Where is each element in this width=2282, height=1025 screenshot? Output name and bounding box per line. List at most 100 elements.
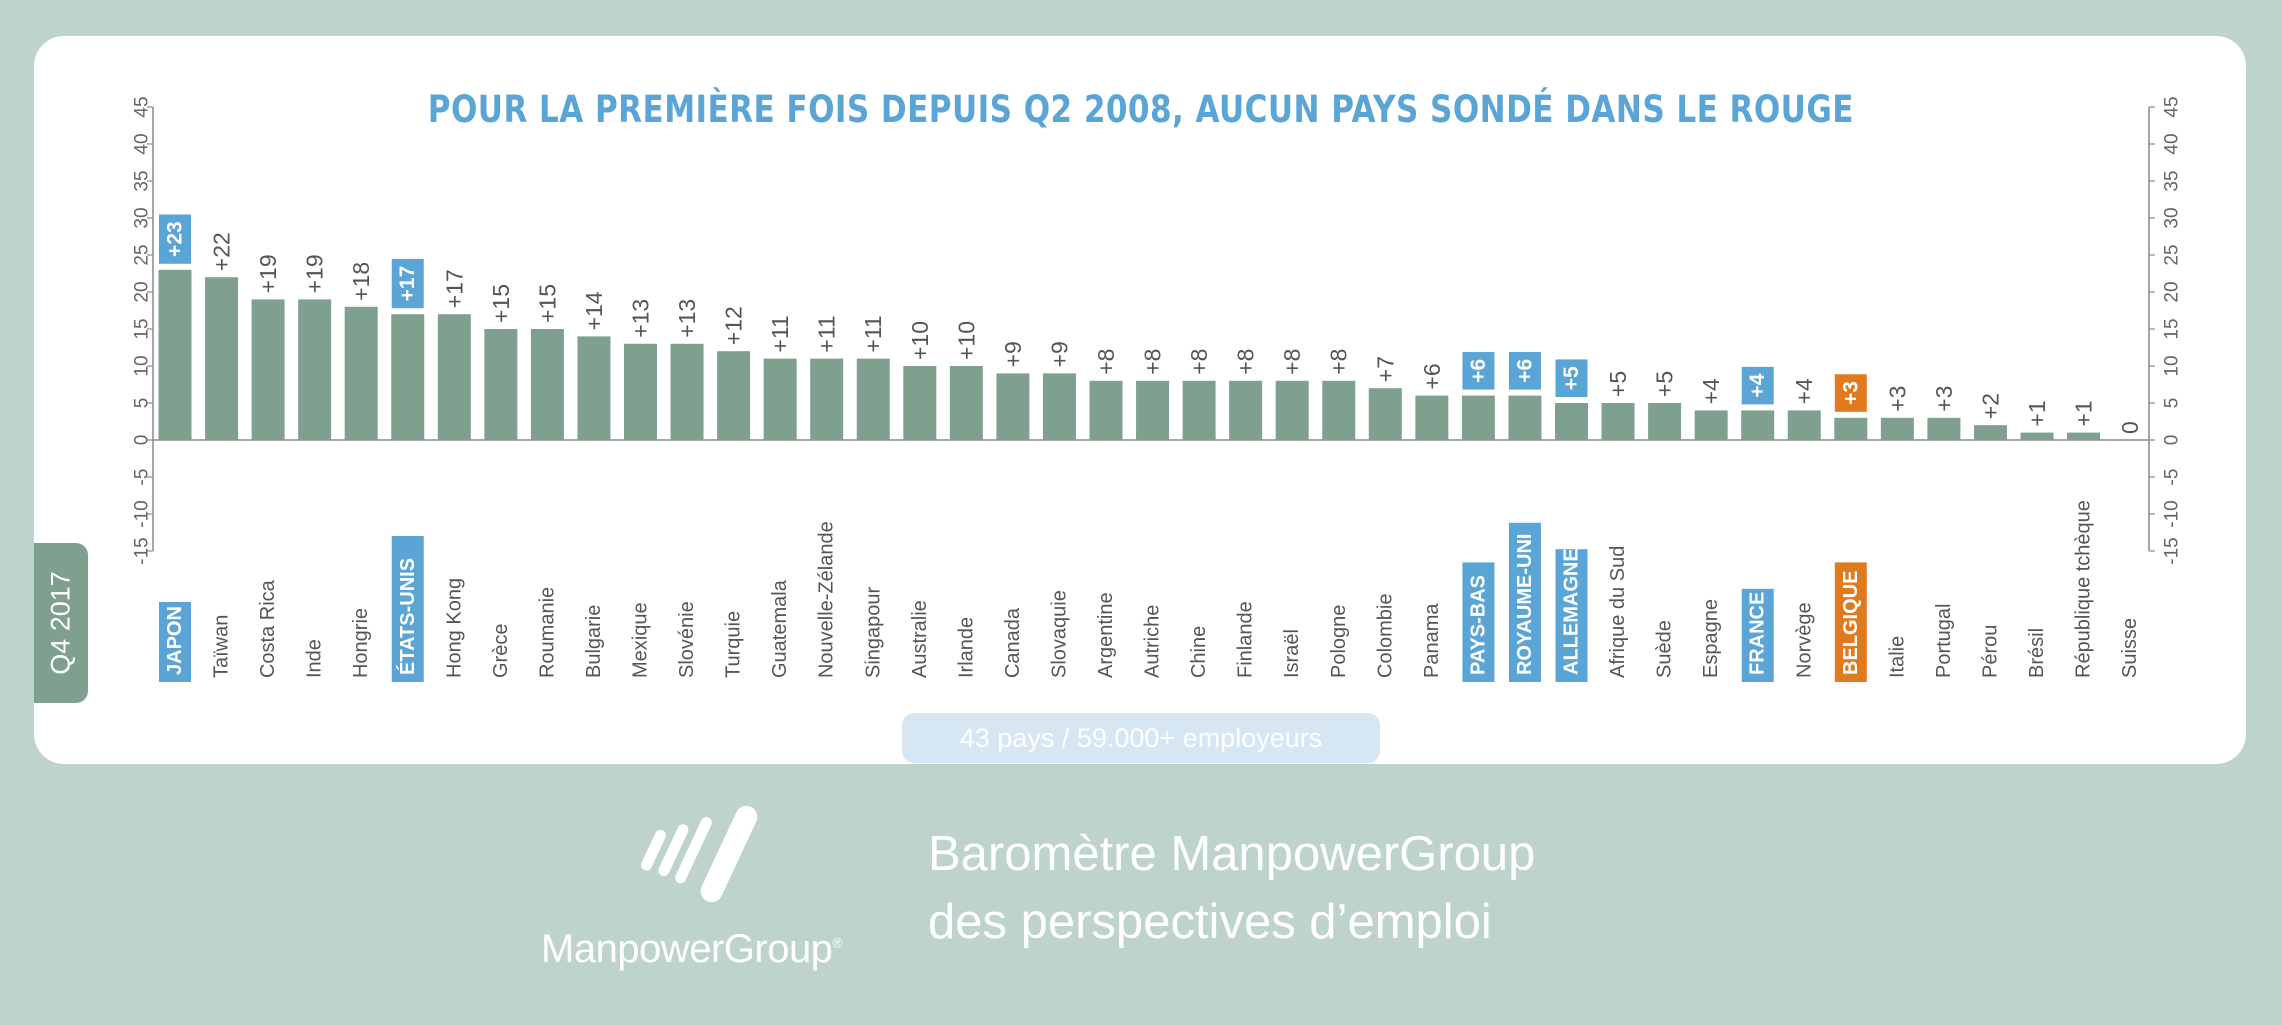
bar [1555,403,1588,440]
category-label: Bulgarie [583,605,605,678]
bar [1275,380,1309,440]
period-badge [34,543,88,703]
bar [1601,403,1635,440]
brand-registered-mark: ® [832,934,843,951]
bar [437,314,471,440]
value-label: +4 [1698,378,1724,404]
category-label: Colombie [1374,594,1396,678]
category-label: Portugal [1933,604,1955,679]
y-tick-label-right: -10 [2162,500,2183,527]
y-tick-label-right: 30 [2162,207,2183,228]
y-tick-label-right: 15 [2162,318,2183,339]
category-label: Roumanie [536,587,558,678]
y-tick-label-right: 5 [2162,398,2183,409]
y-tick-label-left: 0 [132,435,153,446]
value-label: +6 [1467,359,1490,383]
bar [1322,380,1356,440]
bar [1648,403,1682,440]
bar [717,351,751,440]
category-label: Turquie [723,611,745,678]
bar [344,306,378,440]
value-label: +8 [1093,349,1119,375]
y-tick-label-left: -15 [132,537,153,564]
value-label: +15 [488,284,514,323]
category-label: Chine [1188,626,1210,678]
bar [298,299,332,440]
y-tick-label-left: 10 [132,355,153,376]
value-label: +9 [1046,341,1072,367]
report-subtitle-line1: Baromètre ManpowerGroup [928,827,1536,881]
bar [1415,395,1449,440]
category-label: ROYAUME-UNI [1514,534,1536,676]
value-label: +13 [628,299,654,338]
category-label: Italie [1886,636,1908,678]
bar [530,329,564,440]
bar [251,299,285,440]
value-label: +17 [396,266,419,302]
category-label: Slovaquie [1048,590,1070,678]
bar [2020,432,2054,440]
value-label: +5 [1560,366,1583,390]
bar [1461,395,1495,440]
value-label: +19 [302,254,328,293]
category-label: ALLEMAGNE [1561,548,1583,675]
value-label: +1 [2024,400,2050,426]
category-label: Costa Rica [257,579,279,678]
value-label-highlight [159,214,191,264]
value-label: +10 [953,321,979,360]
category-label-highlight [1462,562,1495,682]
y-tick-label-right: 45 [2162,96,2183,117]
category-label: Grèce [490,624,512,678]
bar [1042,373,1076,440]
value-label: +3 [1931,386,1957,412]
category-label: PAYS-BAS [1467,575,1489,675]
y-tick-label-left: 40 [132,133,153,154]
value-label: +1 [2071,400,2097,426]
bar [1182,380,1216,440]
brand-name-text: ManpowerGroup [541,927,833,971]
value-label: +12 [721,306,747,345]
manpowergroup-logo-icon [640,805,758,903]
category-label-highlight [1834,562,1867,682]
bar [391,314,425,440]
value-label: 0 [2117,421,2143,434]
bar [484,329,518,440]
bar [1368,388,1402,440]
category-label-highlight [1741,588,1774,682]
y-tick-label-right: -15 [2162,537,2183,564]
bar [158,269,192,440]
category-label: ÉTATS-UNIS [396,558,419,675]
bar [949,366,983,440]
value-label: +11 [814,315,840,352]
bar [1694,410,1728,440]
category-label: Hong Kong [443,578,465,678]
category-label: Argentine [1095,592,1117,678]
value-label-highlight [1555,359,1588,397]
y-tick-label-right: 40 [2162,133,2183,154]
category-label-highlight [391,536,424,682]
category-label: Irlande [955,617,977,678]
value-label: +19 [255,254,281,293]
chart-title: POUR LA PREMIÈRE FOIS DEPUIS Q2 2008, AU… [427,88,1854,131]
category-label: Canada [1002,607,1024,678]
value-label: +13 [674,299,700,338]
y-tick-label-right: 0 [2162,435,2183,446]
value-label: +22 [209,232,235,271]
bar [996,373,1030,440]
y-tick-label-left: -10 [132,500,153,527]
value-label: +3 [1839,381,1862,405]
value-label: +17 [441,269,467,308]
value-label: +5 [1605,371,1631,397]
category-label: Afrique du Sud [1607,546,1629,678]
category-label: Suisse [2119,618,2141,678]
value-label: +5 [1652,371,1678,397]
value-label: +4 [1791,378,1817,404]
value-label: +6 [1513,359,1536,383]
bar [2067,432,2101,440]
value-label: +11 [860,315,886,352]
y-tick-label-right: -5 [2162,469,2183,486]
value-label: +3 [1884,386,1910,412]
category-label: Pologne [1328,605,1350,678]
y-tick-label-left: -5 [132,469,153,486]
bar [1927,417,1961,440]
